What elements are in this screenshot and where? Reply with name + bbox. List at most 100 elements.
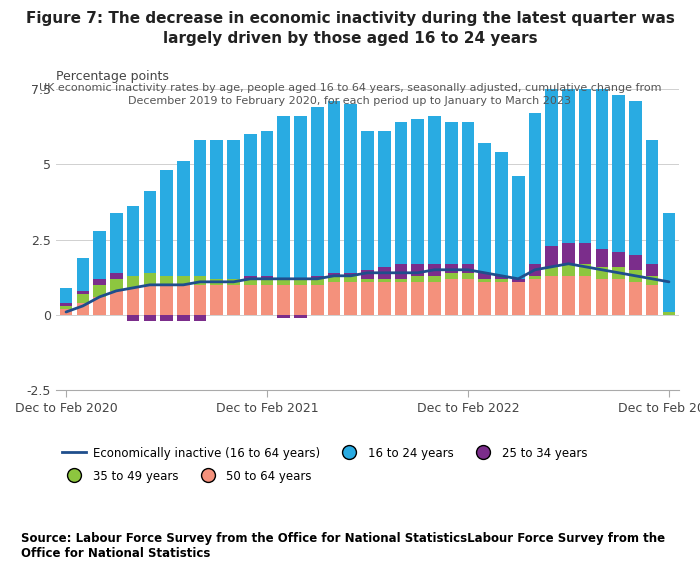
Bar <box>244 276 256 279</box>
Bar <box>228 140 240 279</box>
Bar <box>60 309 72 315</box>
Bar <box>294 285 307 315</box>
Bar <box>412 264 424 276</box>
Bar <box>361 282 374 315</box>
Bar <box>445 264 458 273</box>
Bar <box>612 279 625 315</box>
Bar <box>277 315 290 318</box>
Bar <box>612 251 625 267</box>
Bar <box>479 144 491 273</box>
Bar <box>311 285 323 315</box>
Bar <box>378 267 391 279</box>
Bar <box>479 279 491 282</box>
Bar <box>260 285 273 315</box>
Bar <box>361 131 374 270</box>
Bar <box>462 279 475 315</box>
Bar <box>244 134 256 276</box>
Bar <box>612 267 625 279</box>
Bar <box>361 279 374 282</box>
Bar <box>344 273 357 276</box>
Bar <box>596 89 608 249</box>
Bar <box>512 282 524 315</box>
Bar <box>76 258 89 291</box>
Bar <box>344 276 357 282</box>
Bar <box>528 113 541 264</box>
Bar <box>228 285 240 315</box>
Bar <box>344 104 357 273</box>
Bar <box>579 264 592 276</box>
Bar <box>395 122 407 264</box>
Bar <box>646 264 659 276</box>
Bar <box>428 116 441 264</box>
Bar <box>328 276 340 282</box>
Bar <box>211 279 223 285</box>
Bar <box>110 291 122 315</box>
Bar <box>311 279 323 285</box>
Bar <box>646 276 659 285</box>
Bar <box>127 276 139 288</box>
Bar <box>311 107 323 276</box>
Bar <box>260 279 273 285</box>
Bar <box>76 291 89 294</box>
Bar <box>462 273 475 279</box>
Bar <box>663 212 676 312</box>
Legend: 35 to 49 years, 50 to 64 years: 35 to 49 years, 50 to 64 years <box>62 470 312 483</box>
Bar <box>328 101 340 273</box>
Bar <box>228 279 240 285</box>
Bar <box>646 285 659 315</box>
Bar <box>93 231 106 279</box>
Bar <box>629 282 642 315</box>
Bar <box>378 282 391 315</box>
Bar <box>445 273 458 279</box>
Bar <box>395 279 407 282</box>
Bar <box>294 116 307 279</box>
Bar <box>596 279 608 315</box>
Bar <box>144 315 156 321</box>
Bar <box>512 279 524 282</box>
Bar <box>462 122 475 264</box>
Bar <box>211 285 223 315</box>
Bar <box>528 264 541 276</box>
Bar <box>211 140 223 279</box>
Bar <box>428 282 441 315</box>
Bar <box>344 282 357 315</box>
Bar <box>462 264 475 273</box>
Bar <box>596 267 608 279</box>
Bar <box>428 264 441 276</box>
Bar <box>194 140 206 276</box>
Bar <box>144 273 156 285</box>
Bar <box>629 270 642 282</box>
Bar <box>412 276 424 282</box>
Bar <box>412 282 424 315</box>
Bar <box>277 116 290 279</box>
Bar <box>495 152 508 276</box>
Bar <box>244 279 256 285</box>
Bar <box>378 131 391 267</box>
Bar <box>60 306 72 309</box>
Bar <box>495 282 508 315</box>
Bar <box>194 315 206 321</box>
Bar <box>428 276 441 282</box>
Bar <box>76 303 89 315</box>
Bar <box>663 312 676 315</box>
Bar <box>629 255 642 270</box>
Bar <box>479 282 491 315</box>
Bar <box>277 279 290 285</box>
Bar <box>528 276 541 279</box>
Bar <box>93 285 106 297</box>
Bar <box>294 279 307 285</box>
Bar <box>445 122 458 264</box>
Bar <box>512 176 524 279</box>
Bar <box>479 273 491 279</box>
Bar <box>545 246 558 267</box>
Bar <box>160 276 173 285</box>
Bar <box>110 212 122 273</box>
Bar <box>144 285 156 315</box>
Bar <box>579 243 592 264</box>
Bar <box>562 276 575 315</box>
Text: Figure 7: The decrease in economic inactivity during the latest quarter was
larg: Figure 7: The decrease in economic inact… <box>26 11 674 46</box>
Bar <box>412 119 424 264</box>
Bar <box>127 207 139 276</box>
Bar <box>127 288 139 315</box>
Bar <box>545 267 558 276</box>
